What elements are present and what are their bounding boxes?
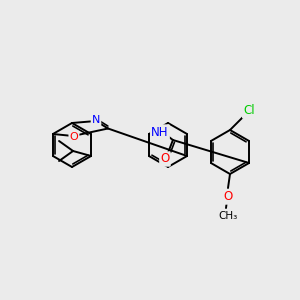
Text: NH: NH xyxy=(151,125,169,139)
Text: CH₃: CH₃ xyxy=(218,211,238,221)
Text: Cl: Cl xyxy=(243,104,255,118)
Text: O: O xyxy=(224,190,232,203)
Text: O: O xyxy=(70,132,78,142)
Text: O: O xyxy=(160,152,170,166)
Text: N: N xyxy=(92,115,100,125)
